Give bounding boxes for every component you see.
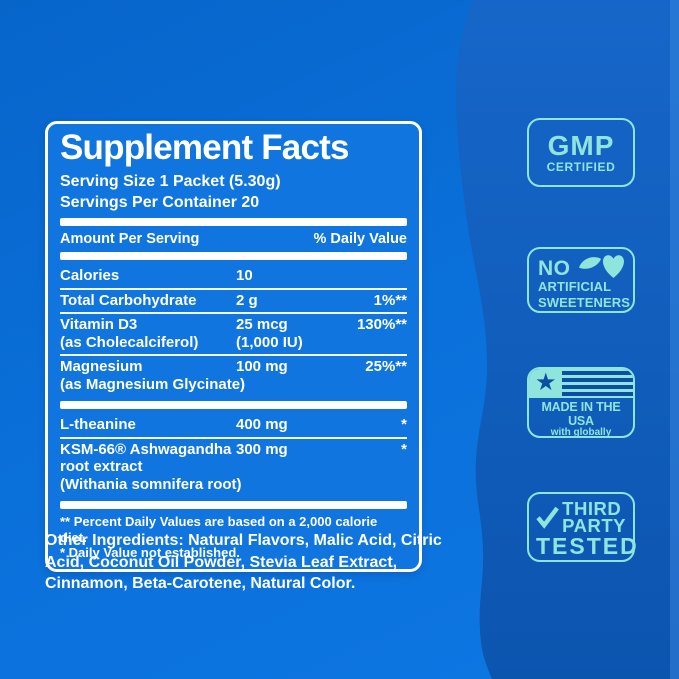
globally-label: with globally: [550, 427, 612, 438]
right-edge-highlight: [670, 0, 679, 679]
star-icon: ★: [535, 368, 557, 396]
daily-value-header: % Daily Value: [313, 231, 408, 247]
table-row: KSM-66® Ashwagandha root extract (Withan…: [60, 440, 407, 493]
divider-bar-thick: [60, 401, 407, 409]
divider-bar-thick: [60, 501, 407, 509]
divider-bar-thick: [60, 252, 407, 260]
table-row: Magnesium (as Magnesium Glycinate) 100 m…: [60, 358, 407, 393]
no-label: NO: [538, 257, 571, 280]
footnotes: ** Percent Daily Values are based on a 2…: [60, 514, 407, 561]
panel-title: Supplement Facts: [60, 128, 349, 167]
tested-label: TESTED: [536, 533, 639, 559]
usa-flag-icon: ★: [529, 369, 633, 398]
made-in-usa-label: MADE IN THE USA: [541, 400, 621, 428]
divider-bar-thick: [60, 218, 407, 226]
third-party-tested-badge: THIRD PARTY TESTED: [527, 492, 639, 562]
third-label: THIRD: [562, 498, 622, 519]
table-row: Total Carbohydrate 2 g 1%**: [60, 290, 407, 314]
certified-label: CERTIFIED: [546, 159, 616, 174]
table-row: Calories 10: [60, 265, 407, 290]
servings-per-container: Servings Per Container 20: [60, 194, 260, 211]
table-row: L-theanine 400 mg *: [60, 414, 407, 439]
no-artificial-sweeteners-badge: NO ARTIFICIAL SWEETENERS: [527, 247, 635, 313]
table-row: Vitamin D3 (as Cholecalciferol) 25 mcg (…: [60, 314, 407, 356]
artificial-label: ARTIFICIAL: [538, 279, 612, 294]
serving-size: Serving Size 1 Packet (5.30g): [60, 173, 281, 190]
leaves-icon: [578, 255, 624, 278]
sweeteners-label: SWEETENERS: [538, 294, 631, 310]
footnote-daily-values: ** Percent Daily Values are based on a 2…: [60, 514, 378, 545]
party-label: PARTY: [562, 515, 626, 536]
right-wave-strip: [455, 0, 679, 679]
gmp-certified-badge: GMP CERTIFIED: [527, 118, 635, 187]
table-header: Amount Per Serving % Daily Value: [60, 231, 407, 247]
checkmark-icon: [536, 506, 559, 529]
made-in-usa-badge: ★ MADE IN THE USA with globally sourced …: [527, 367, 635, 438]
footnote-not-established: * Daily Value not established.: [60, 545, 240, 560]
gmp-label: GMP: [547, 129, 615, 161]
supplement-facts-panel: Supplement Facts Serving Size 1 Packet (…: [45, 121, 422, 572]
amount-per-serving-header: Amount Per Serving: [60, 231, 200, 247]
other-ingredients: Other Ingredients: Natural Flavors, Mali…: [45, 532, 442, 592]
flag-stripes: [561, 371, 633, 396]
